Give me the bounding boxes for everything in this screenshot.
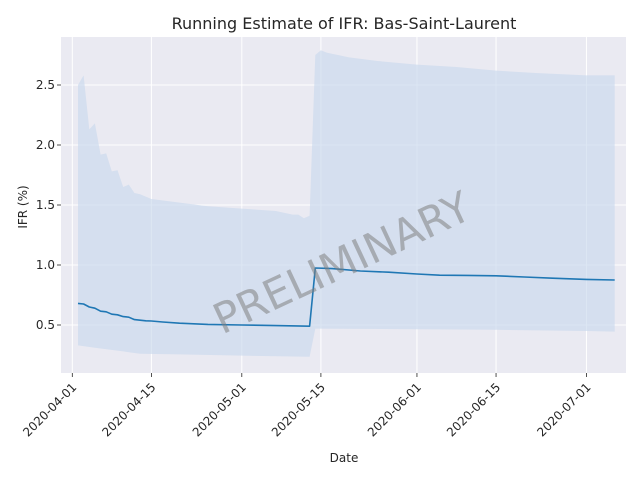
x-tick-label: 2020-05-01	[190, 380, 249, 439]
ifr-line	[77, 267, 615, 328]
y-axis-label: IFR (%)	[16, 185, 30, 228]
confidence-band	[78, 50, 615, 357]
y-axis-ticks: 0.5 1.0 1.5 2.0 2.5	[36, 78, 61, 332]
ifr-series-line	[77, 267, 615, 328]
x-axis-ticks: 2020-04-01 2020-04-15 2020-05-01 2020-05-15…	[20, 373, 594, 439]
y-tick-label: 1.5	[36, 198, 55, 212]
x-tick-label: 2020-04-15	[99, 380, 158, 439]
y-tick-label: 0.5	[36, 318, 55, 332]
chart-title: Running Estimate of IFR: Bas-Saint-Laure…	[172, 14, 517, 33]
confidence-band-area	[78, 50, 615, 357]
x-tick-label: 2020-05-15	[269, 380, 328, 439]
x-tick-label: 2020-06-15	[444, 380, 503, 439]
y-tick-label: 1.0	[36, 258, 55, 272]
x-tick-label: 2020-04-01	[20, 380, 79, 439]
y-tick-label: 2.0	[36, 138, 55, 152]
y-tick-label: 2.5	[36, 78, 55, 92]
x-axis-label: Date	[330, 451, 359, 465]
x-tick-label: 2020-07-01	[534, 380, 593, 439]
x-tick-label: 2020-06-01	[365, 380, 424, 439]
